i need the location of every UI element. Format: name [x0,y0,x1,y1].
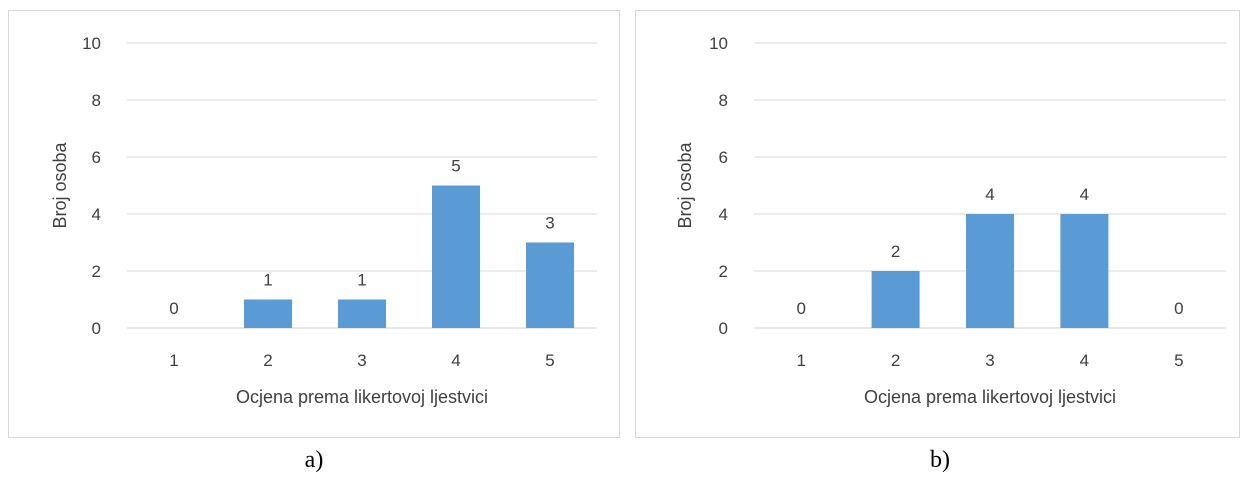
chart-b-y-tick-label: 10 [709,34,728,53]
chart-b-x-axis-title: Ocjena prema likertovoj ljestvici [864,387,1116,407]
chart-b-y-axis-title: Broj osoba [675,141,695,228]
chart-a-data-label-5: 3 [545,214,554,233]
chart-a-x-tick-label-5: 5 [545,351,554,370]
chart-a-y-tick-label: 10 [82,34,101,53]
chart-b-y-tick-label: 4 [719,205,728,224]
chart-b-y-tick-label: 2 [719,262,728,281]
chart-a-y-axis-title: Broj osoba [50,141,70,228]
chart-b-data-label-1: 0 [796,299,805,318]
chart-b-data-label-4: 4 [1080,185,1089,204]
chart-b-x-tick-label-5: 5 [1174,351,1183,370]
chart-a-data-label-4: 5 [451,157,460,176]
chart-b-y-tick-label: 8 [719,91,728,110]
chart-a-bar-4 [432,185,480,328]
chart-b-y-tick-label: 0 [719,319,728,338]
chart-b-y-tick-label: 6 [719,148,728,167]
chart-a-bar-3 [338,299,386,328]
chart-b-x-tick-label-3: 3 [985,351,994,370]
chart-a-y-tick-label: 8 [92,91,101,110]
chart-a-bar-5 [526,242,574,328]
chart-b-x-tick-label-1: 1 [796,351,805,370]
chart-b-caption: b) [930,447,950,473]
chart-b-bar-2 [871,271,920,328]
chart-a-x-axis-title: Ocjena prema likertovoj ljestvici [236,387,488,407]
chart-b-bar-3 [966,214,1014,328]
chart-a-y-tick-label: 6 [92,148,101,167]
chart-b-bar-4 [1060,214,1109,328]
chart-a-data-label-2: 1 [263,271,272,290]
chart-b-x-tick-label-4: 4 [1080,351,1089,370]
chart-a-frame: 0 2 4 6 8 10 0 1 1 2 1 3 5 4 3 5 Ocjena prema likertovoj… [8,10,620,438]
chart-b: 0 2 4 6 8 10 0 1 2 2 4 3 4 4 0 5 Ocjena prema likertovoj… [675,34,1226,407]
chart-b-frame: 0 2 4 6 8 10 0 1 2 2 4 3 4 4 0 5 Ocjena prema likertovoj… [635,10,1240,438]
chart-a: 0 2 4 6 8 10 0 1 1 2 1 3 5 4 3 5 Ocjena prema likertovoj… [50,34,597,407]
chart-a-y-tick-label: 2 [92,262,101,281]
chart-b-data-label-2: 2 [891,242,900,261]
chart-b-data-label-5: 0 [1174,299,1183,318]
chart-a-bar-2 [244,299,292,328]
chart-a-x-tick-label-1: 1 [169,351,178,370]
chart-a-y-tick-label: 0 [92,319,101,338]
chart-a-x-tick-label-2: 2 [263,351,272,370]
chart-a-x-tick-label-3: 3 [357,351,366,370]
chart-a-x-tick-label-4: 4 [451,351,460,370]
chart-a-data-label-1: 0 [169,299,178,318]
chart-b-data-label-3: 4 [985,185,994,204]
chart-b-x-tick-label-2: 2 [891,351,900,370]
chart-a-data-label-3: 1 [357,271,366,290]
chart-a-y-tick-label: 4 [92,205,101,224]
chart-a-caption: a) [304,447,324,473]
